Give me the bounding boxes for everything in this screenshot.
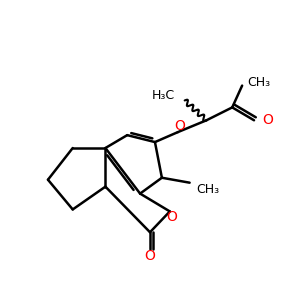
Text: O: O xyxy=(262,113,273,127)
Text: CH₃: CH₃ xyxy=(196,183,220,196)
Text: O: O xyxy=(145,249,155,263)
Text: H₃C: H₃C xyxy=(152,89,175,102)
Text: CH₃: CH₃ xyxy=(247,76,270,89)
Text: O: O xyxy=(174,119,185,133)
Text: O: O xyxy=(167,210,177,224)
